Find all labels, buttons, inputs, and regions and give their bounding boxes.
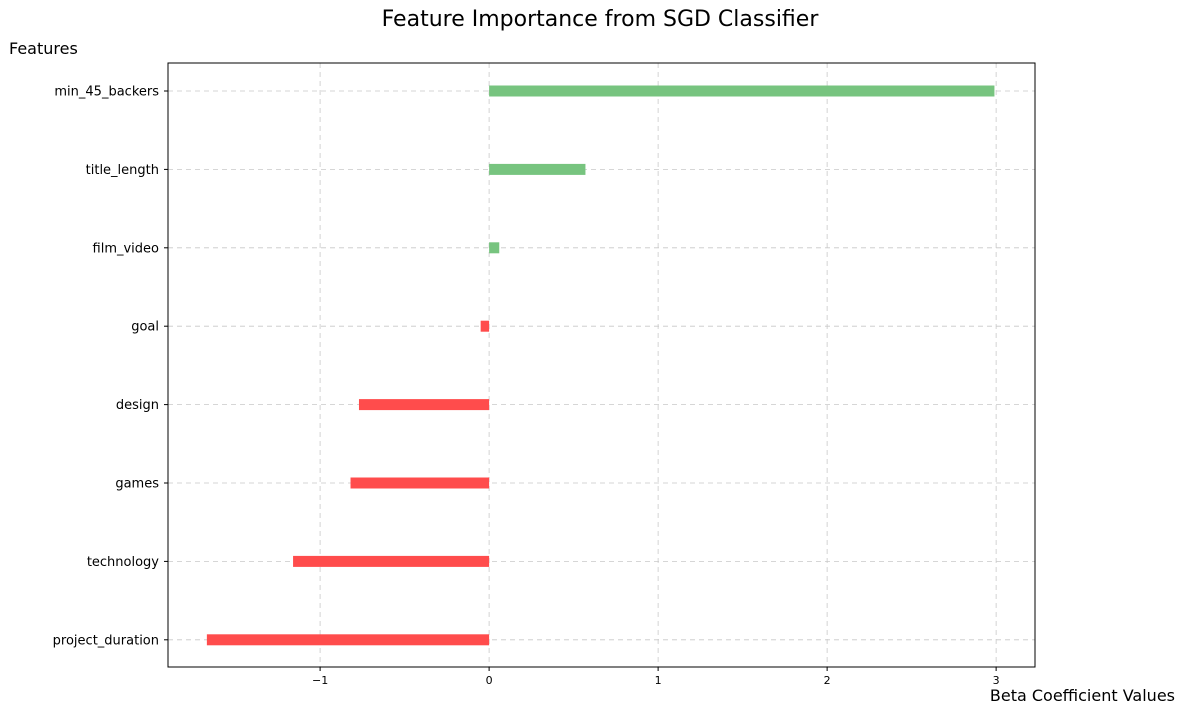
bar-design	[358, 399, 490, 411]
bar-games	[350, 477, 490, 489]
y-tick-label: title_length	[86, 163, 159, 178]
y-tick-label: min_45_backers	[54, 85, 159, 100]
x-tick-label: −1	[312, 674, 328, 687]
y-axis-ticks: min_45_backers title_length film_videogoal…	[53, 85, 168, 648]
plot-frame	[167, 62, 1036, 668]
y-tick-label: technology	[87, 555, 159, 570]
x-axis-ticks: −1 0 1 2 3	[312, 667, 1000, 687]
y-tick-label: design	[116, 398, 159, 413]
bar-technology	[293, 555, 490, 567]
x-tick-label: 0	[486, 674, 493, 687]
grid	[168, 63, 1035, 667]
y-tick-label: games	[115, 477, 159, 492]
x-tick-label: 2	[824, 674, 831, 687]
x-axis-label: Beta Coefficient Values	[990, 686, 1175, 705]
y-tick-label: goal	[131, 320, 159, 335]
bar-project-duration	[206, 634, 490, 646]
bar-min-45-backers	[489, 85, 995, 97]
y-tick-label: project_duration	[53, 633, 159, 648]
y-tick-label: film_video	[93, 241, 160, 256]
x-tick-label: 1	[655, 674, 662, 687]
chart-title: Feature Importance from SGD Classifier	[382, 7, 820, 32]
bars	[206, 85, 995, 646]
bar-film-video	[489, 242, 500, 254]
bar-title-length	[489, 163, 586, 175]
x-tick-label: 3	[993, 674, 1000, 687]
bar-goal	[480, 320, 490, 332]
y-axis-label: Features	[9, 39, 78, 58]
